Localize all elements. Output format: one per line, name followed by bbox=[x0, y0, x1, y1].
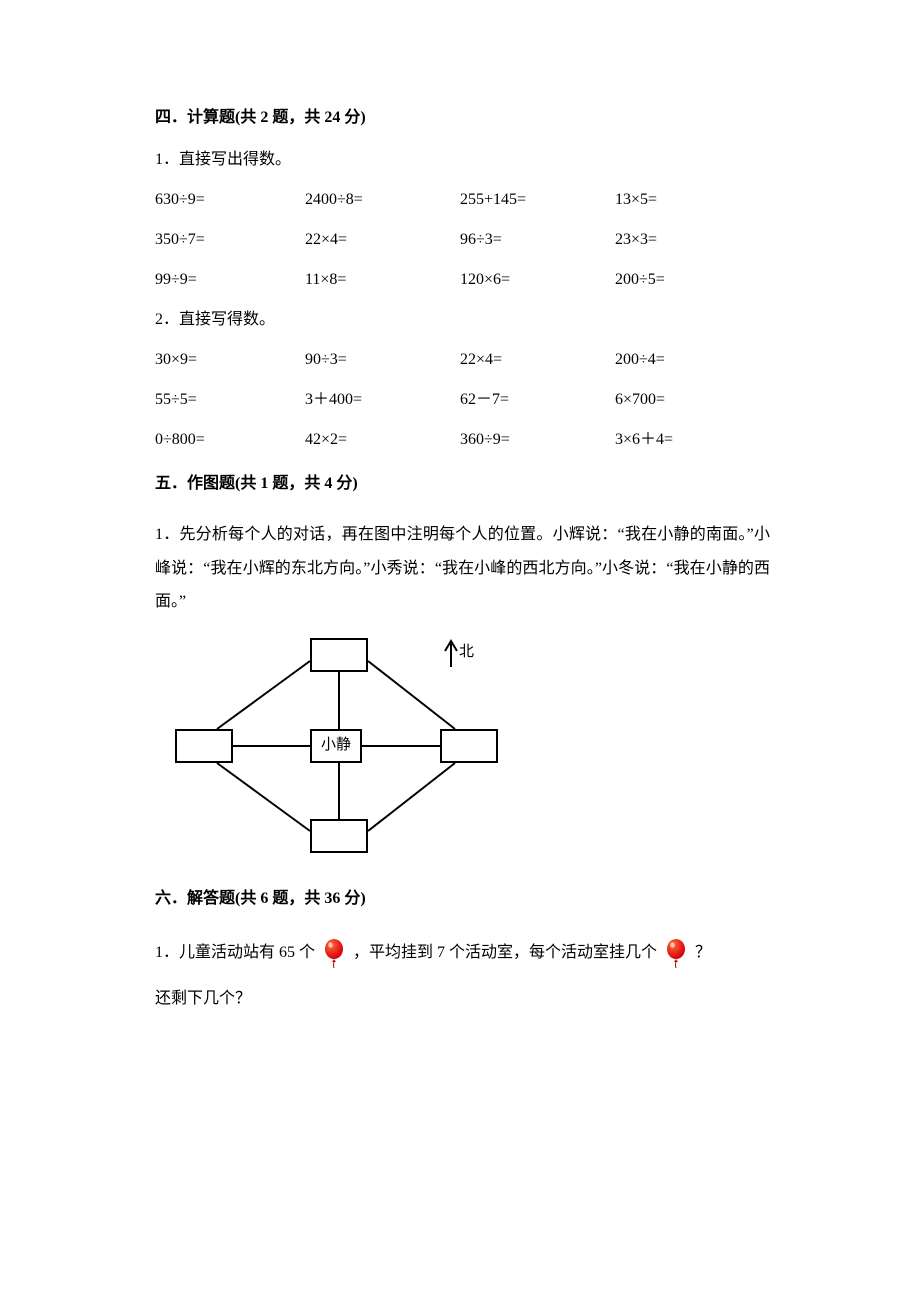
expr: 62－7= bbox=[460, 392, 615, 408]
expr: 55÷5= bbox=[155, 392, 305, 408]
expr: 2400÷8= bbox=[305, 192, 460, 208]
diagram-box-center: 小静 bbox=[310, 729, 362, 763]
section-4-title: 四．计算题(共 2 题，共 24 分) bbox=[155, 110, 770, 126]
sec6-q1-line2: 还剩下几个？ bbox=[155, 979, 770, 1019]
sec4-q1-row2: 350÷7= 22×4= 96÷3= 23×3= bbox=[155, 232, 770, 248]
sec4-q2-row2: 55÷5= 3＋400= 62－7= 6×700= bbox=[155, 392, 770, 408]
expr: 11×8= bbox=[305, 272, 460, 288]
expr: 0÷800= bbox=[155, 432, 305, 448]
diagram-box-bottom bbox=[310, 819, 368, 853]
expr: 6×700= bbox=[615, 392, 765, 408]
sec6-q1-text3: ？ bbox=[695, 944, 711, 961]
sec6-q1: 1．儿童活动站有 65 个 ，平均挂到 7 个活动室，每个活动室挂几个 bbox=[155, 933, 770, 973]
expr: 90÷3= bbox=[305, 352, 460, 368]
expr: 255+145= bbox=[460, 192, 615, 208]
sec6-q1-text1: 1．儿童活动站有 65 个 bbox=[155, 944, 315, 961]
balloon-icon bbox=[323, 938, 345, 968]
section-6-title: 六．解答题(共 6 题，共 36 分) bbox=[155, 891, 770, 907]
sec4-q2-row3: 0÷800= 42×2= 360÷9= 3×6＋4= bbox=[155, 432, 770, 448]
north-label: 北 bbox=[459, 645, 474, 660]
sec5-q1-para: 1．先分析每个人的对话，再在图中注明每个人的位置。小辉说：“我在小静的南面。”小… bbox=[155, 518, 770, 619]
expr: 360÷9= bbox=[460, 432, 615, 448]
expr: 30×9= bbox=[155, 352, 305, 368]
expr: 99÷9= bbox=[155, 272, 305, 288]
expr: 96÷3= bbox=[460, 232, 615, 248]
expr: 630÷9= bbox=[155, 192, 305, 208]
sec4-q1-row3: 99÷9= 11×8= 120×6= 200÷5= bbox=[155, 272, 770, 288]
sec4-q2-row1: 30×9= 90÷3= 22×4= 200÷4= bbox=[155, 352, 770, 368]
expr: 350÷7= bbox=[155, 232, 305, 248]
balloon-icon bbox=[665, 938, 687, 968]
position-diagram: 小静 北 bbox=[155, 633, 515, 863]
expr: 3×6＋4= bbox=[615, 432, 765, 448]
sec6-q1-text2: ，平均挂到 7 个活动室，每个活动室挂几个 bbox=[353, 944, 657, 961]
sec4-q1-row1: 630÷9= 2400÷8= 255+145= 13×5= bbox=[155, 192, 770, 208]
expr: 3＋400= bbox=[305, 392, 460, 408]
diagram-box-left bbox=[175, 729, 233, 763]
expr: 13×5= bbox=[615, 192, 765, 208]
expr: 42×2= bbox=[305, 432, 460, 448]
diagram-box-top bbox=[310, 638, 368, 672]
expr: 200÷4= bbox=[615, 352, 765, 368]
section-5-title: 五．作图题(共 1 题，共 4 分) bbox=[155, 476, 770, 492]
expr: 120×6= bbox=[460, 272, 615, 288]
expr: 200÷5= bbox=[615, 272, 765, 288]
expr: 23×3= bbox=[615, 232, 765, 248]
diagram-box-right bbox=[440, 729, 498, 763]
sec4-q2-label: 2．直接写得数。 bbox=[155, 312, 770, 328]
expr: 22×4= bbox=[305, 232, 460, 248]
sec4-q1-label: 1．直接写出得数。 bbox=[155, 152, 770, 168]
expr: 22×4= bbox=[460, 352, 615, 368]
